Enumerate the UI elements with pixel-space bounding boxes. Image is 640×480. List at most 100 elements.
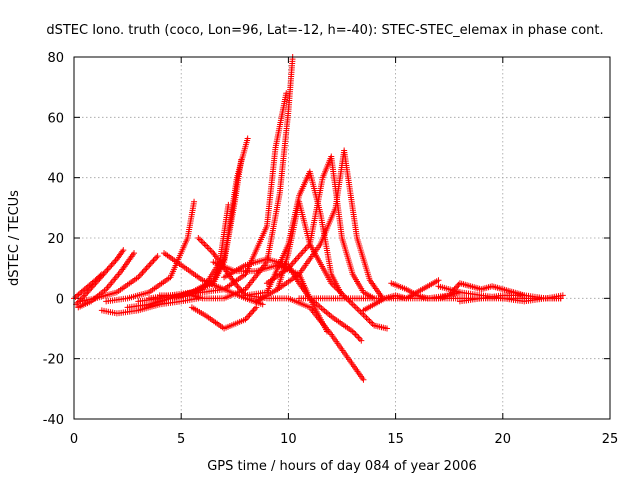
series-7 (135, 201, 232, 305)
data-point (111, 259, 118, 266)
data-point (103, 268, 110, 275)
data-point (557, 295, 564, 302)
data-point (355, 334, 362, 341)
data-point (147, 260, 154, 267)
series-25 (435, 283, 564, 305)
data-point (199, 239, 206, 246)
data-point (352, 331, 359, 338)
y-tick-label: 0 (56, 292, 64, 307)
y-tick-label: -40 (43, 413, 64, 428)
data-point (246, 311, 253, 318)
data-point (351, 302, 358, 309)
data-point (131, 250, 138, 257)
y-axis-label: dSTEC / TECUs (7, 190, 22, 286)
data-point (138, 271, 145, 278)
data-point (251, 305, 258, 312)
series-2 (77, 253, 161, 305)
data-point (356, 336, 363, 343)
data-point (136, 272, 143, 279)
data-point (245, 313, 252, 320)
data-point (283, 90, 290, 97)
data-point (368, 319, 375, 326)
data-point (201, 241, 208, 248)
data-point (208, 248, 215, 255)
data-point (139, 269, 146, 276)
data-point (358, 337, 365, 344)
data-point (109, 260, 116, 267)
x-tick-label: 0 (70, 432, 78, 447)
y-tick-label: 80 (47, 51, 64, 66)
data-point (153, 254, 160, 261)
series-5 (103, 198, 198, 305)
data-point (140, 268, 147, 275)
data-point (358, 310, 365, 317)
data-point (238, 156, 245, 163)
data-point (150, 257, 157, 264)
series-21 (360, 277, 442, 314)
data-point (149, 259, 156, 266)
data-point (97, 272, 104, 279)
x-tick-label: 20 (495, 432, 512, 447)
data-point (104, 266, 111, 273)
data-point (346, 298, 353, 305)
chart-title: dSTEC Iono. truth (coco, Lon=96, Lat=-12… (46, 23, 603, 38)
data-point (120, 247, 127, 254)
data-point (101, 269, 108, 276)
data-point (259, 301, 266, 308)
data-point (107, 263, 114, 270)
data-point (348, 299, 355, 306)
data-point (384, 325, 391, 332)
series-19 (274, 147, 386, 302)
y-tick-label: 20 (47, 232, 64, 247)
data-point (196, 236, 203, 243)
data-point (108, 262, 115, 269)
data-point (342, 293, 349, 300)
data-point (361, 313, 368, 320)
series-3 (71, 271, 105, 302)
data-point (250, 307, 257, 314)
data-point (455, 281, 462, 288)
data-point (360, 376, 367, 383)
data-point (151, 256, 158, 263)
data-point (363, 314, 370, 321)
data-point (352, 304, 359, 311)
data-point (142, 266, 149, 273)
axis-ticks: 0 5 10 15 20 25 -40 -20 0 20 40 60 80 (43, 51, 619, 447)
series-11 (161, 250, 266, 308)
x-tick-label: 25 (602, 432, 619, 447)
data-point (202, 242, 209, 249)
data-point (98, 271, 105, 278)
data-point (105, 265, 112, 272)
data-point (559, 292, 566, 299)
data-point (351, 330, 358, 337)
data-point (143, 265, 150, 272)
data-point (349, 301, 356, 308)
data-point (144, 263, 151, 270)
x-tick-label: 10 (280, 432, 297, 447)
data-point (234, 283, 241, 290)
data-point (195, 235, 202, 241)
data-point (366, 317, 373, 324)
series-12 (188, 304, 260, 332)
data-point (191, 198, 198, 205)
data-point (253, 304, 260, 311)
data-point (225, 201, 232, 208)
y-tick-label: 40 (47, 172, 64, 187)
x-axis-label: GPS time / hours of day 084 of year 2006 (207, 459, 477, 474)
data-point (435, 277, 442, 284)
data-point (207, 247, 214, 254)
data-point (323, 328, 330, 335)
y-tick-label: 60 (47, 111, 64, 126)
plot-frame (73, 56, 611, 420)
data-point (354, 305, 361, 312)
data-point (204, 244, 211, 251)
data-point (247, 310, 254, 317)
x-tick-label: 15 (387, 432, 404, 447)
data-point (146, 262, 153, 269)
data-point (249, 308, 256, 315)
data-point (154, 253, 161, 260)
x-tick-label: 5 (177, 432, 185, 447)
data-points (71, 54, 566, 383)
data-point (205, 245, 212, 252)
